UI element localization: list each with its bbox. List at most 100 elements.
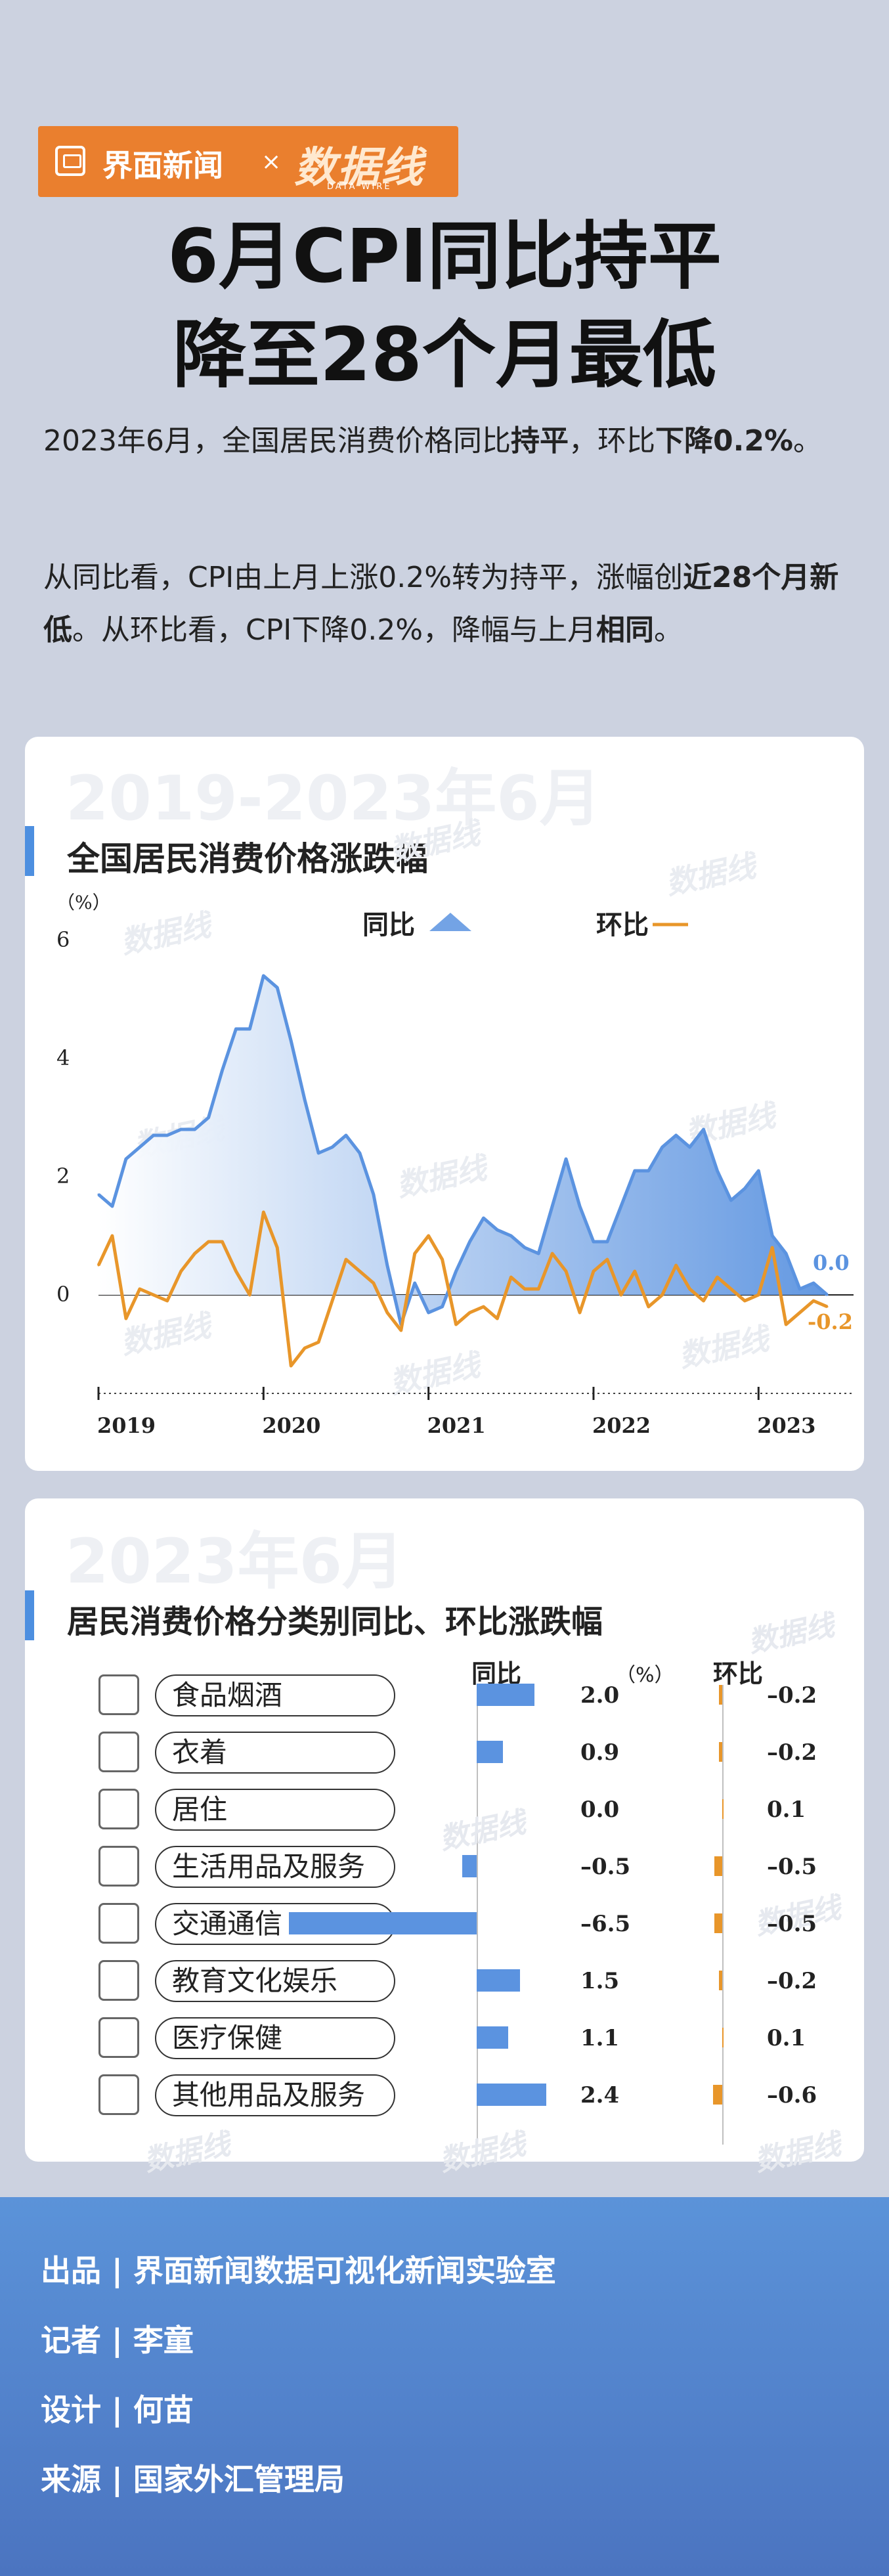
yoy-point [166, 1134, 169, 1137]
credit-reporter: 记者 | 李童 [41, 2323, 194, 2358]
headline-line2: 降至28个月最低 [173, 313, 716, 398]
mom-bar [714, 1856, 722, 1876]
mom-value-label: 0.1 [767, 1797, 806, 1823]
yoy-point [785, 1252, 787, 1255]
mom-point [578, 1311, 581, 1314]
education-culture-icon [98, 1960, 139, 2001]
yoy-value-label: –0.5 [580, 1854, 631, 1880]
yoy-header: 同比 [471, 1659, 522, 1688]
mom-value-label: –0.6 [767, 2082, 817, 2108]
yoy-point [661, 1146, 664, 1148]
yoy-point [262, 974, 265, 977]
intro-text: 从同比看，CPI由上月上涨0.2%转为持平，涨幅创 [43, 561, 683, 594]
mom-point [661, 1294, 664, 1296]
yoy-point [743, 1187, 746, 1190]
mom-point [771, 1246, 773, 1249]
category-label: 医疗保健 [155, 2017, 395, 2059]
yoy-point [414, 1282, 416, 1284]
yoy-point [812, 1282, 815, 1284]
mom-point [111, 1234, 114, 1237]
mom-point [620, 1294, 622, 1296]
yoy-value-label: 1.5 [580, 1968, 620, 1994]
intro-text: 。 [654, 613, 683, 647]
mom-value-label: –0.2 [767, 1739, 817, 1766]
yoy-bar [462, 1855, 477, 1877]
intro-text: 下降0.2% [655, 424, 794, 458]
mom-point [290, 1364, 292, 1367]
yoy-value-label: 0.0 [580, 1797, 620, 1823]
yoy-point [317, 1152, 320, 1154]
yoy-bar [477, 1684, 534, 1706]
mom-point [729, 1288, 732, 1290]
yoy-bar [477, 1741, 503, 1763]
category-label: 衣着 [155, 1732, 395, 1774]
yoy-point [152, 1134, 155, 1137]
yoy-value-label: 0.9 [580, 1739, 620, 1766]
mom-point [716, 1276, 718, 1278]
transport-comm-icon [98, 1903, 139, 1944]
watermark: 数据线 [387, 814, 486, 869]
yoy-point [468, 1240, 471, 1243]
yoy-point [482, 1217, 485, 1219]
clothing-icon [98, 1732, 139, 1772]
mom-point [345, 1258, 347, 1261]
yoy-point [372, 1193, 375, 1196]
credit-source: 来源 | 国家外汇管理局 [41, 2462, 345, 2497]
mom-point [248, 1294, 251, 1296]
intro-text: 持平 [510, 424, 569, 458]
yoy-point [386, 1264, 389, 1267]
yoy-point [578, 1205, 581, 1208]
yoy-end-label: 0.0 [813, 1250, 850, 1275]
title-accent [25, 826, 34, 876]
brand-bar: 界面新闻 × 数据线 DATA WIRE [38, 126, 458, 197]
legend-yoy-label: 同比 [362, 910, 415, 940]
mom-point [166, 1299, 169, 1302]
yoy-point [496, 1229, 498, 1231]
yoy-bar [289, 1912, 477, 1934]
yoy-point [634, 1169, 636, 1172]
headline: 6月CPI同比持平 降至28个月最低 [0, 207, 889, 404]
mom-point [194, 1252, 196, 1255]
mom-point [606, 1258, 609, 1261]
category-label: 居住 [155, 1789, 395, 1831]
yoy-point [303, 1099, 306, 1101]
mom-point [400, 1329, 402, 1332]
yoy-point [523, 1246, 526, 1249]
x-tick-label: 2021 [427, 1413, 486, 1438]
yoy-point [771, 1234, 773, 1237]
yoy-bar [477, 2026, 509, 2049]
mom-point [812, 1299, 815, 1302]
mom-bar [719, 1971, 722, 1990]
watermark: 数据线 [118, 1307, 217, 1361]
household-goods-icon [98, 1846, 139, 1887]
mom-value-label: 0.1 [767, 2025, 806, 2051]
jiemian-logo-icon [55, 146, 85, 176]
mom-point [221, 1240, 223, 1243]
intro-paragraph-1: 2023年6月，全国居民消费价格同比持平，环比下降0.2%。 [43, 415, 844, 468]
yoy-point [139, 1146, 141, 1148]
yoy-axis [477, 1685, 478, 2145]
line-chart-card: 2019-2023年6月 全国居民消费价格涨跌幅 数据线 数据线 数据线 数据线 数据线… [25, 737, 864, 1471]
yoy-value-label: 2.0 [580, 1682, 620, 1709]
category-label: 教育文化娱乐 [155, 1960, 395, 2002]
yoy-line [97, 974, 829, 1326]
yoy-point [290, 1039, 292, 1042]
credit-designer: 设计 | 何苗 [41, 2392, 194, 2428]
mom-axis [722, 1685, 724, 2145]
card-bigyear: 2019-2023年6月 [66, 763, 601, 835]
other-goods-icon [98, 2074, 139, 2115]
x-tick-label: 2023 [757, 1413, 815, 1438]
card-title: 居民消费价格分类别同比、环比涨跌幅 [67, 1604, 603, 1640]
yoy-point [180, 1128, 183, 1131]
housing-icon [98, 1789, 139, 1829]
mom-point [427, 1234, 430, 1237]
yoy-point [194, 1128, 196, 1131]
mom-bar [722, 1799, 724, 1819]
yoy-point [647, 1169, 650, 1172]
category-label: 食品烟酒 [155, 1674, 395, 1716]
mom-end-label: -0.2 [808, 1309, 853, 1334]
watermark: 数据线 [141, 2127, 233, 2179]
mom-point [826, 1305, 829, 1308]
y-tick-label: 0 [56, 1282, 70, 1307]
title-accent [25, 1590, 34, 1640]
